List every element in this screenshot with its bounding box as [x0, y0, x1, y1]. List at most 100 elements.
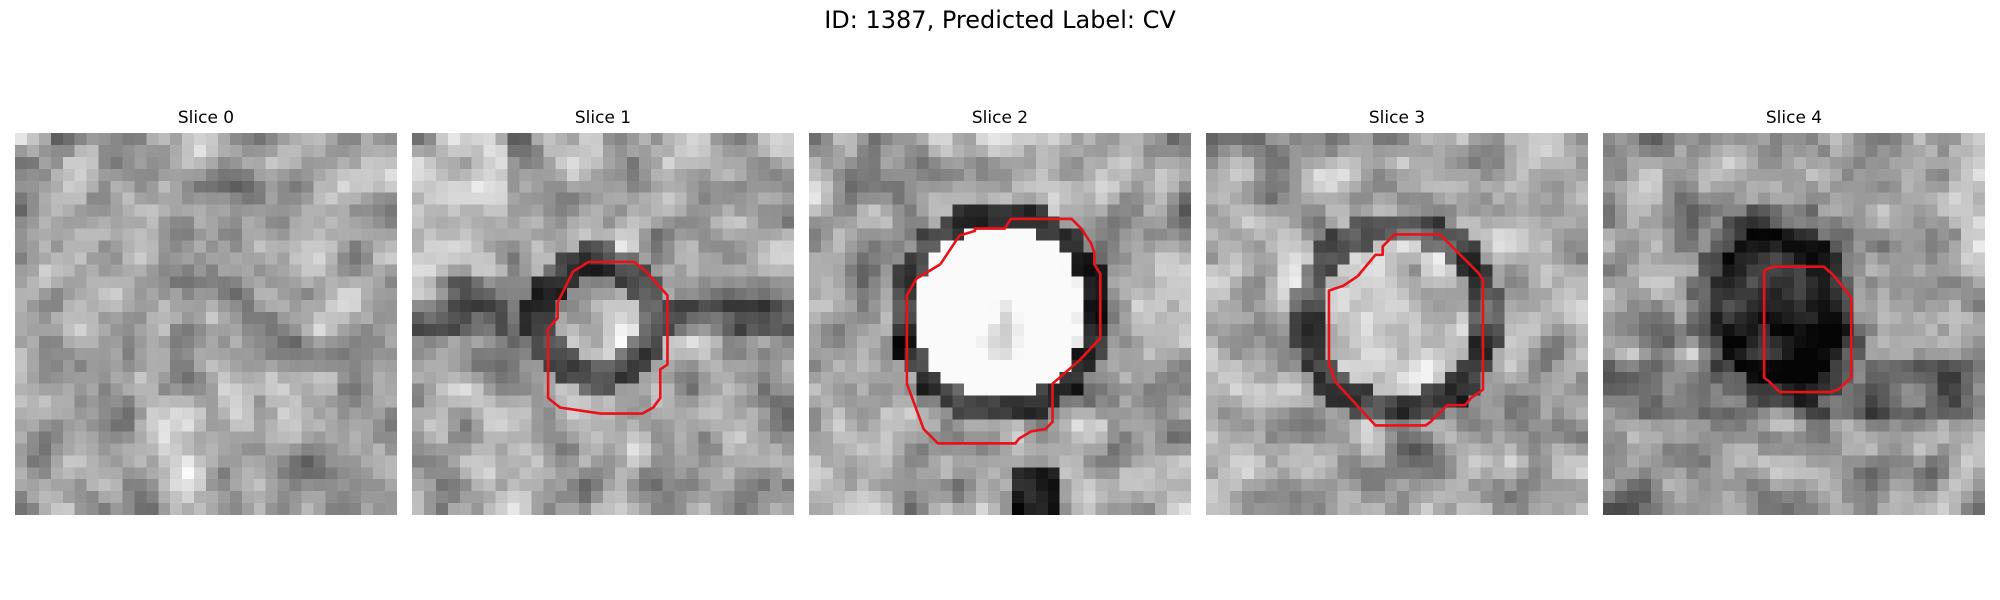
- pixel: [758, 180, 771, 193]
- pixel: [194, 395, 207, 408]
- pixel: [662, 479, 675, 492]
- pixel: [1408, 300, 1422, 313]
- pixel: [1674, 276, 1687, 289]
- pixel: [722, 479, 735, 492]
- pixel: [844, 395, 857, 408]
- pixel: [1504, 491, 1517, 504]
- pixel: [1865, 168, 1878, 181]
- pixel: [1805, 383, 1819, 396]
- pixel: [591, 491, 604, 504]
- pixel: [1564, 335, 1577, 349]
- pixel: [1095, 443, 1108, 456]
- pixel: [110, 228, 123, 241]
- pixel: [74, 133, 87, 146]
- pixel: [976, 419, 989, 432]
- pixel: [110, 479, 123, 492]
- pixel: [1289, 383, 1302, 396]
- pixel: [1516, 431, 1529, 444]
- pixel: [1552, 395, 1565, 408]
- pixel: [1107, 264, 1120, 277]
- pixel: [1829, 312, 1842, 325]
- pixel: [26, 180, 40, 193]
- pixel: [435, 192, 449, 205]
- pixel: [1734, 276, 1747, 289]
- pixel: [988, 252, 1001, 265]
- pixel: [1528, 133, 1541, 146]
- pixel: [373, 324, 386, 337]
- pixel: [1119, 180, 1132, 193]
- pixel: [519, 300, 532, 313]
- pixel: [15, 479, 28, 492]
- pixel: [110, 133, 123, 146]
- pixel: [313, 312, 326, 325]
- pixel: [62, 312, 75, 325]
- pixel: [952, 371, 965, 384]
- pixel: [1456, 228, 1469, 241]
- pixel: [1167, 300, 1180, 313]
- pixel: [1722, 347, 1735, 361]
- pixel: [976, 467, 989, 480]
- pixel: [158, 216, 171, 229]
- pixel: [26, 359, 40, 372]
- pixel: [952, 335, 965, 349]
- pixel: [1576, 503, 1588, 515]
- pixel: [809, 324, 822, 337]
- pixel: [1492, 216, 1505, 229]
- pixel: [313, 216, 326, 229]
- pixel: [710, 491, 723, 504]
- pixel: [1000, 192, 1013, 205]
- pixel: [1853, 252, 1866, 265]
- pixel: [674, 240, 687, 253]
- pixel: [1253, 156, 1266, 170]
- pixel: [337, 288, 350, 301]
- pixel: [1083, 467, 1096, 480]
- pixel: [868, 383, 881, 396]
- pixel: [1408, 395, 1422, 408]
- pixel: [1167, 407, 1180, 420]
- pixel: [1265, 395, 1278, 408]
- pixel: [1973, 204, 1985, 217]
- pixel: [74, 276, 87, 289]
- pixel: [483, 216, 496, 229]
- pixel: [412, 324, 425, 337]
- pixel: [1289, 180, 1302, 193]
- pixel: [916, 491, 929, 504]
- pixel: [638, 300, 651, 313]
- pixel: [1301, 467, 1314, 480]
- pixel: [1540, 335, 1553, 349]
- pixel: [674, 419, 687, 432]
- pixel: [1217, 168, 1231, 181]
- pixel: [1638, 192, 1651, 205]
- pixel: [1865, 264, 1878, 277]
- pixel: [1468, 491, 1481, 504]
- pixel: [988, 419, 1001, 432]
- pixel: [1722, 395, 1735, 408]
- pixel: [86, 324, 99, 337]
- pixel: [1794, 156, 1807, 170]
- pixel: [531, 395, 544, 408]
- pixel: [1770, 156, 1783, 170]
- pixel: [423, 431, 437, 444]
- pixel: [1782, 288, 1795, 301]
- pixel: [1277, 335, 1290, 349]
- pixel: [471, 395, 484, 408]
- pixel: [1638, 240, 1651, 253]
- pixel: [1853, 216, 1866, 229]
- pixel: [1179, 479, 1191, 492]
- pixel: [579, 491, 592, 504]
- pixel: [385, 467, 397, 480]
- pixel: [459, 216, 472, 229]
- pixel: [1805, 288, 1819, 301]
- pixel: [734, 431, 747, 444]
- pixel: [603, 383, 616, 396]
- pixel: [1179, 395, 1191, 408]
- pixel: [1179, 455, 1191, 468]
- pixel: [15, 216, 28, 229]
- pixel: [1686, 300, 1699, 313]
- pixel: [964, 180, 977, 193]
- pixel: [146, 455, 159, 468]
- pixel: [1143, 180, 1156, 193]
- pixel: [265, 395, 278, 408]
- pixel: [856, 168, 869, 181]
- pixel: [591, 144, 604, 158]
